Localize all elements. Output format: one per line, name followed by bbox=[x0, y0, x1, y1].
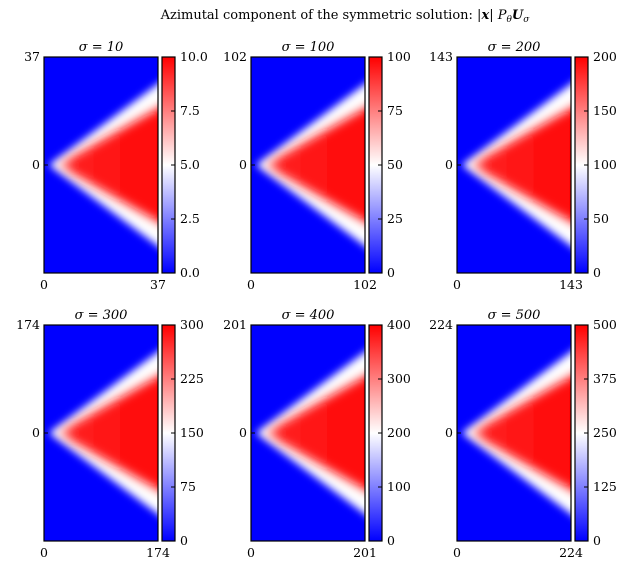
heatmap-panel-10: σ = 10 37 0 0 37 10.0 7.5 5.0 2.5 0.0 bbox=[24, 40, 208, 292]
y-tick-label: 0 bbox=[32, 157, 40, 172]
subplot-title: σ = 100 bbox=[282, 40, 335, 55]
x-tick-label: 37 bbox=[150, 277, 166, 292]
colorbar-tick-label: 5.0 bbox=[180, 157, 200, 172]
subplot-title: σ = 400 bbox=[282, 308, 335, 323]
y-tick-label: 37 bbox=[24, 49, 40, 64]
y-tick-label: 0 bbox=[32, 425, 40, 440]
colorbar-tick-label: 100 bbox=[387, 479, 411, 494]
colorbar: 200 150 100 50 0 bbox=[574, 49, 617, 280]
x-tick-label: 0 bbox=[247, 277, 255, 292]
colorbar-tick-label: 25 bbox=[387, 211, 403, 226]
heatmap-field bbox=[44, 325, 158, 541]
colorbar-tick-label: 375 bbox=[593, 371, 617, 386]
colorbar: 300 225 150 75 0 bbox=[161, 317, 204, 548]
colorbar-tick-label: 50 bbox=[593, 211, 609, 226]
colorbar-tick-label: 100 bbox=[387, 49, 411, 64]
y-tick-label: 0 bbox=[445, 425, 453, 440]
colorbar-tick-label: 125 bbox=[593, 479, 617, 494]
colorbar: 10.0 7.5 5.0 2.5 0.0 bbox=[161, 49, 208, 280]
x-tick-label: 0 bbox=[40, 277, 48, 292]
colorbar-tick-label: 200 bbox=[387, 425, 411, 440]
x-tick-label: 102 bbox=[353, 277, 377, 292]
figure-title: Azimutal component of the symmetric solu… bbox=[160, 8, 531, 25]
subplot-title: σ = 200 bbox=[488, 40, 541, 55]
subplot-title: σ = 300 bbox=[75, 308, 128, 323]
colorbar-tick-label: 10.0 bbox=[180, 49, 208, 64]
colorbar-tick-label: 0 bbox=[180, 533, 188, 548]
colorbar: 400 300 200 100 0 bbox=[368, 317, 411, 548]
colorbar-tick-label: 100 bbox=[593, 157, 617, 172]
heatmap-panel-400: σ = 400 201 0 0 201 400 300 200 100 0 bbox=[223, 308, 411, 560]
subplot-title: σ = 10 bbox=[79, 40, 124, 55]
heatmap-panel-300: σ = 300 174 0 0 174 300 225 150 75 0 bbox=[16, 308, 204, 560]
colorbar-tick-label: 225 bbox=[180, 371, 204, 386]
y-tick-label: 224 bbox=[429, 317, 453, 332]
subplot-title: σ = 500 bbox=[488, 308, 541, 323]
x-tick-label: 143 bbox=[559, 277, 583, 292]
x-tick-label: 201 bbox=[353, 545, 377, 560]
colorbar-tick-label: 500 bbox=[593, 317, 617, 332]
x-tick-label: 0 bbox=[247, 545, 255, 560]
x-tick-label: 0 bbox=[453, 545, 461, 560]
y-tick-label: 0 bbox=[239, 157, 247, 172]
colorbar-tick-label: 300 bbox=[180, 317, 204, 332]
heatmap-panel-100: σ = 100 102 0 0 102 100 75 50 25 0 bbox=[223, 40, 411, 292]
colorbar: 100 75 50 25 0 bbox=[368, 49, 411, 280]
y-tick-label: 0 bbox=[445, 157, 453, 172]
colorbar-tick-label: 50 bbox=[387, 157, 403, 172]
colorbar-tick-label: 0.0 bbox=[180, 265, 200, 280]
y-tick-label: 143 bbox=[429, 49, 453, 64]
heatmap-field bbox=[251, 325, 365, 541]
y-tick-label: 0 bbox=[239, 425, 247, 440]
colorbar-tick-label: 0 bbox=[593, 533, 601, 548]
x-tick-label: 0 bbox=[453, 277, 461, 292]
colorbar-tick-label: 400 bbox=[387, 317, 411, 332]
colorbar-tick-label: 2.5 bbox=[180, 211, 200, 226]
colorbar-tick-label: 75 bbox=[387, 103, 403, 118]
colorbar-tick-label: 300 bbox=[387, 371, 411, 386]
colorbar-tick-label: 75 bbox=[180, 479, 196, 494]
colorbar-tick-label: 0 bbox=[387, 533, 395, 548]
heatmap-field bbox=[251, 57, 365, 273]
heatmap-field bbox=[457, 325, 571, 541]
colorbar-tick-label: 250 bbox=[593, 425, 617, 440]
y-tick-label: 174 bbox=[16, 317, 40, 332]
heatmap-panel-500: σ = 500 224 0 0 224 500 375 250 125 0 bbox=[429, 308, 617, 560]
colorbar-tick-label: 0 bbox=[387, 265, 395, 280]
x-tick-label: 174 bbox=[146, 545, 170, 560]
x-tick-label: 224 bbox=[559, 545, 583, 560]
heatmap-field bbox=[44, 57, 158, 273]
x-tick-label: 0 bbox=[40, 545, 48, 560]
heatmap-field bbox=[457, 57, 571, 273]
colorbar-tick-label: 7.5 bbox=[180, 103, 200, 118]
y-tick-label: 201 bbox=[223, 317, 247, 332]
colorbar-tick-label: 150 bbox=[180, 425, 204, 440]
colorbar-tick-label: 150 bbox=[593, 103, 617, 118]
colorbar-tick-label: 0 bbox=[593, 265, 601, 280]
y-tick-label: 102 bbox=[223, 49, 247, 64]
colorbar-tick-label: 200 bbox=[593, 49, 617, 64]
colorbar: 500 375 250 125 0 bbox=[574, 317, 617, 548]
heatmap-panel-200: σ = 200 143 0 0 143 200 150 100 50 0 bbox=[429, 40, 617, 292]
